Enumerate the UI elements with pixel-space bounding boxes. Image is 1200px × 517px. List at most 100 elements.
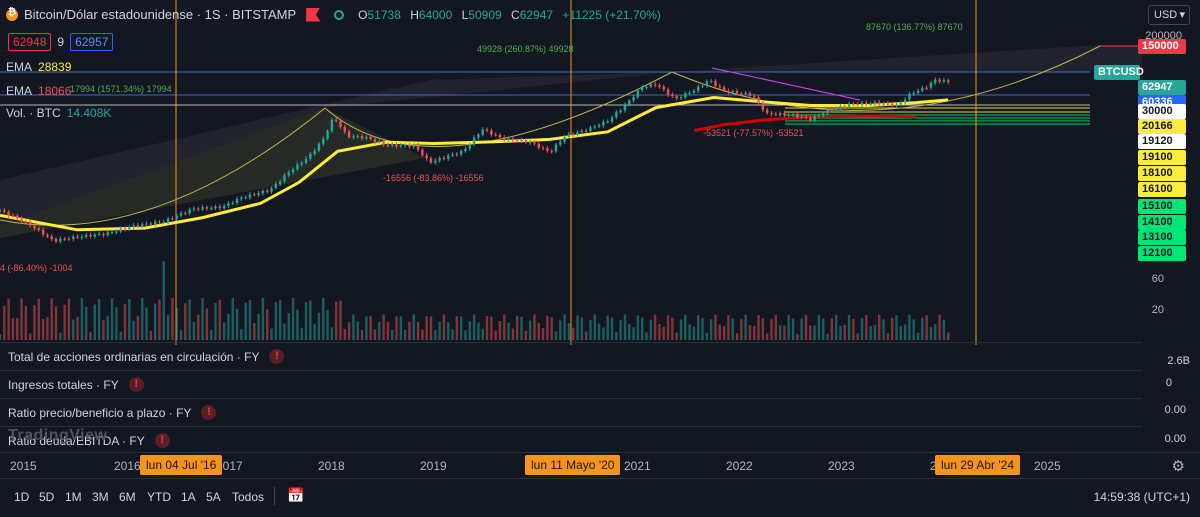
- volume-bar: [856, 333, 859, 340]
- candle-body: [580, 130, 584, 133]
- warning-icon[interactable]: !: [269, 349, 285, 364]
- candle-body: [37, 228, 40, 230]
- price-level-tag[interactable]: 18100: [1138, 166, 1186, 181]
- fundamental-pane[interactable]: Total de acciones ordinarias en circulac…: [0, 342, 1142, 370]
- volume-bar: [153, 303, 157, 340]
- candle-body: [128, 227, 131, 230]
- candle-body: [878, 102, 881, 105]
- timeframe-button[interactable]: 1M: [65, 490, 82, 504]
- warning-icon[interactable]: !: [128, 377, 144, 392]
- fundamental-pane[interactable]: Ratio precio/beneficio a plazo · FY!: [0, 398, 1142, 426]
- year-label: 2017: [216, 459, 243, 473]
- price-level-tag[interactable]: 16100: [1138, 182, 1186, 197]
- volume-bar: [649, 319, 653, 340]
- volume-bar: [921, 317, 924, 340]
- candle-body: [205, 207, 209, 209]
- candle-body: [481, 129, 484, 135]
- candle-body: [76, 236, 79, 238]
- timeframe-button[interactable]: 6M: [119, 490, 136, 504]
- candle-body: [382, 141, 385, 145]
- clock-timezone[interactable]: 14:59:38 (UTC+1): [1093, 490, 1190, 504]
- candle-body: [503, 137, 506, 140]
- timeframe-button[interactable]: 1D: [14, 490, 30, 504]
- volume-bar: [421, 329, 424, 340]
- warning-icon[interactable]: !: [201, 405, 217, 420]
- volume-legend[interactable]: Vol. · BTC 14.408K: [6, 106, 111, 120]
- currency-selector[interactable]: USD ▾: [1148, 5, 1190, 25]
- candle-body: [201, 207, 204, 210]
- annotation-label: -16556 (-83.86%) -16556: [383, 173, 484, 183]
- chevron-down-icon: ▾: [1179, 9, 1185, 21]
- candle-body: [235, 198, 239, 203]
- year-label: 2018: [318, 459, 345, 473]
- volume-bar: [701, 318, 704, 340]
- price-axis-label: 60: [1151, 273, 1164, 285]
- price-level-tag[interactable]: 15100: [1138, 199, 1186, 214]
- volume-bar: [205, 308, 209, 340]
- candle-body: [244, 197, 247, 199]
- price-level-tag[interactable]: 150000: [1138, 39, 1186, 54]
- volume-bar: [623, 314, 627, 340]
- price-level-tag[interactable]: 62947: [1138, 80, 1186, 95]
- candle-body: [455, 154, 459, 156]
- buy-price-button[interactable]: 62957: [70, 33, 114, 51]
- timeframe-button[interactable]: 5D: [39, 490, 55, 504]
- candle-body: [593, 126, 596, 128]
- timeframe-button[interactable]: Todos: [232, 490, 265, 504]
- candle-body: [770, 112, 773, 115]
- volume-bar: [309, 300, 312, 340]
- price-level-tag[interactable]: 30000: [1138, 104, 1186, 119]
- timeframe-button[interactable]: YTD: [147, 490, 171, 504]
- volume-bar: [115, 307, 118, 340]
- volume-bar: [391, 329, 394, 340]
- candle-body: [559, 141, 562, 145]
- volume-bar: [399, 316, 403, 340]
- candle-body: [162, 221, 165, 223]
- candle-body: [623, 104, 627, 111]
- symbol-price-tag[interactable]: BTCUSD: [1094, 65, 1144, 80]
- volume-bar: [520, 316, 523, 340]
- bid-ask-row: 62948 9 62957: [8, 33, 114, 51]
- ema2-legend[interactable]: EMA 18066: [6, 84, 71, 98]
- timeframe-button[interactable]: 5A: [206, 490, 221, 504]
- candle-body: [826, 109, 829, 114]
- symbol-title[interactable]: Bitcoin/Dólar estadounidense · 1S · BITS…: [24, 7, 297, 22]
- timeframe-button[interactable]: 3M: [92, 490, 109, 504]
- symbol-legend: Bitcoin/Dólar estadounidense · 1S · BITS…: [6, 7, 667, 22]
- ema1-legend[interactable]: EMA 28839: [6, 60, 71, 74]
- price-level-tag[interactable]: 19100: [1138, 150, 1186, 165]
- settings-gear-icon[interactable]: ⚙: [1171, 458, 1185, 475]
- candle-body: [865, 102, 868, 105]
- annotation-label: 17994 (1571.34%) 17994: [70, 84, 172, 94]
- timeframe-button[interactable]: 1A: [181, 490, 196, 504]
- year-label: 2025: [1034, 459, 1061, 473]
- volume-bar: [662, 326, 665, 340]
- fundamental-pane[interactable]: Ingresos totales · FY!: [0, 370, 1142, 398]
- date-range-icon[interactable]: 📅: [287, 487, 305, 503]
- price-level-tag[interactable]: 20166: [1138, 119, 1186, 134]
- candle-body: [416, 145, 420, 150]
- volume-bar: [37, 298, 40, 340]
- warning-icon[interactable]: !: [154, 433, 170, 448]
- fundamental-pane[interactable]: Ratio deuda/EBITDA · FY!: [0, 426, 1142, 452]
- volume-bar: [278, 300, 282, 340]
- sell-price-button[interactable]: 62948: [8, 33, 52, 51]
- flag-icon[interactable]: [306, 7, 321, 22]
- volume-bar: [270, 328, 273, 340]
- market-status-icon[interactable]: [334, 9, 345, 20]
- volume-bar: [533, 314, 536, 340]
- volume-bar: [865, 315, 868, 340]
- volume-bar: [248, 299, 252, 340]
- pane-label: Ratio deuda/EBITDA · FY: [8, 433, 145, 448]
- price-chart[interactable]: [0, 0, 1142, 345]
- volume-bar: [145, 307, 148, 340]
- price-level-tag[interactable]: 13100: [1138, 230, 1186, 245]
- price-level-tag[interactable]: 12100: [1138, 246, 1186, 261]
- volume-bar: [300, 327, 303, 340]
- candle-body: [330, 119, 334, 131]
- candle-body: [938, 79, 941, 82]
- volume-bar: [378, 321, 381, 340]
- volume-bar: [261, 297, 265, 340]
- price-level-tag[interactable]: 14100: [1138, 215, 1186, 230]
- price-level-tag[interactable]: 19120: [1138, 134, 1186, 149]
